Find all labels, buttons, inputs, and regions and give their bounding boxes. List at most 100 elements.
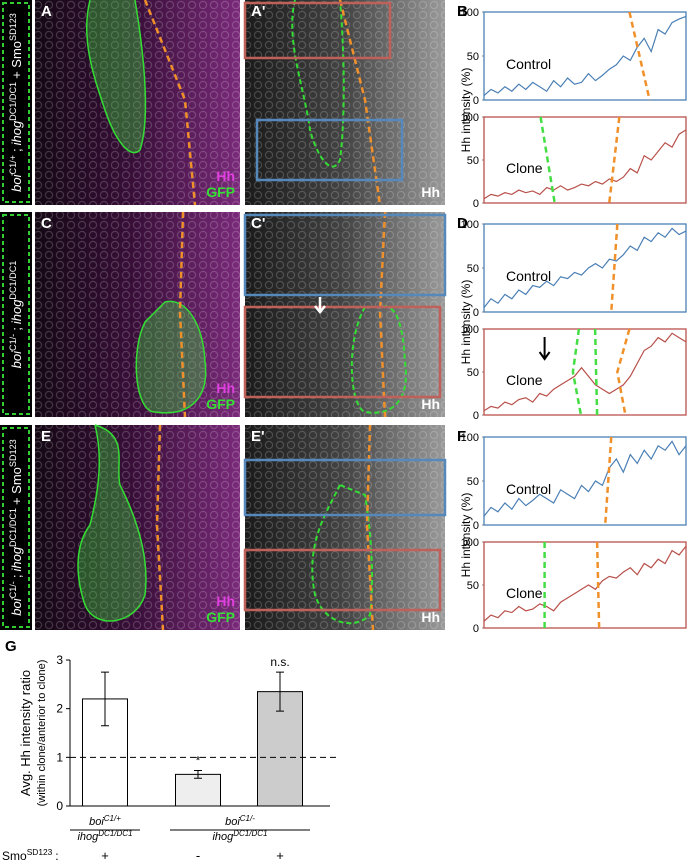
roi-box	[243, 458, 447, 517]
line-series	[483, 129, 687, 200]
y-tick-label: 0	[473, 623, 479, 635]
y-tick-label: 50	[467, 367, 479, 379]
y-tick-label: 0	[473, 520, 479, 532]
y-tick-label: 100	[461, 324, 479, 336]
y-tick-label: 50	[467, 51, 479, 63]
text-span: + Smo	[9, 41, 24, 79]
text-span: ihog	[9, 299, 24, 324]
series-label: Control	[506, 481, 551, 497]
smo-sign: +	[276, 848, 284, 863]
error-bar	[101, 671, 109, 727]
row-label: SmoSD123:	[2, 847, 59, 863]
y-axis-title: Avg. Hh intensity ratio	[18, 670, 33, 796]
boundary	[178, 211, 187, 418]
text-span: ihog	[212, 831, 234, 843]
y-axis-title: Hh intensity (%)	[459, 280, 473, 365]
text-span: + Smo	[9, 467, 24, 505]
y-tick-label: 1	[56, 750, 63, 764]
row-label-box	[2, 427, 30, 628]
series-label: Clone	[506, 372, 543, 388]
text-span: C1/-	[8, 581, 18, 598]
text-span: boi	[9, 597, 24, 615]
boundary	[378, 211, 387, 418]
roi-box	[243, 548, 442, 612]
row-label: boiC1/+; ihogDC1/DC1 + SmoSD123	[8, 13, 24, 192]
smo-sign: +	[101, 848, 109, 863]
row-label-bg	[0, 0, 32, 205]
text-span: SD123	[8, 439, 18, 467]
text-span: DC1/DC1	[8, 508, 18, 547]
text-span: boi	[9, 350, 24, 368]
y-tick-label: 100	[461, 7, 479, 19]
y-tick-label: 100	[461, 537, 479, 549]
text-span: DC1/DC1	[233, 829, 267, 838]
overlay-trace	[593, 328, 599, 416]
text-span: C1/+	[104, 814, 121, 823]
y-tick-label: 0	[473, 307, 479, 319]
clone-outline	[311, 483, 374, 625]
row-label-box	[2, 2, 30, 203]
clone-outline	[350, 305, 407, 414]
genotype: ihogDC1/DC1	[212, 829, 267, 844]
text-span: ihog	[9, 546, 24, 571]
text-span: Smo	[2, 849, 27, 863]
channel-label: Hh	[216, 168, 235, 184]
roi-box	[243, 1, 392, 60]
text-span: SD123	[8, 13, 18, 41]
series-label: Control	[506, 56, 551, 72]
arrow	[314, 297, 326, 314]
y-tick-label: 0	[473, 410, 479, 422]
arrow	[538, 337, 551, 361]
line-series	[483, 227, 687, 308]
clone-outline	[77, 424, 147, 622]
text-span: ihog	[77, 831, 99, 843]
boundary	[143, 0, 197, 206]
y-tick-label: 50	[467, 476, 479, 488]
series-label: Clone	[506, 585, 543, 601]
plot-box	[483, 116, 687, 204]
panel-label: C'	[251, 215, 265, 232]
clone-outline	[135, 300, 207, 414]
panel-label: E'	[251, 428, 265, 445]
text-span: ;	[9, 575, 24, 579]
text-span: C1/+	[8, 155, 18, 174]
line-series	[483, 545, 687, 622]
row-label-box	[2, 214, 30, 415]
text-span: DC1/DC1	[8, 82, 18, 121]
channel-label: Hh	[216, 380, 235, 396]
text-span: :	[55, 849, 58, 863]
roi-box	[243, 305, 442, 399]
cell-texture	[245, 0, 445, 205]
channel-label: GFP	[206, 609, 235, 625]
text-span: ihog	[9, 120, 24, 145]
plot-box	[483, 328, 687, 416]
y-tick-label: 3	[56, 653, 63, 667]
plot-box	[483, 541, 687, 629]
overlay-trace	[628, 11, 651, 101]
row-label-bg	[0, 212, 32, 417]
panel-label: A'	[251, 3, 265, 20]
genotype: ihogDC1/DC1	[77, 829, 132, 844]
series-label: Clone	[506, 160, 543, 176]
roi-box	[255, 118, 404, 182]
text-span: boi	[9, 173, 24, 191]
y-tick-label: 100	[461, 112, 479, 124]
plot-box	[483, 11, 687, 101]
row-label: boiC1/-; ihogDC1/DC1	[8, 261, 24, 369]
panel-label: B	[457, 3, 468, 20]
overlay-trace	[539, 116, 556, 204]
y-tick-label: 0	[56, 799, 63, 813]
panel-label: A	[41, 3, 52, 20]
channel-label: GFP	[206, 396, 235, 412]
panel-label: C	[41, 215, 52, 232]
significance: *	[196, 753, 201, 767]
text-span: ;	[9, 327, 24, 331]
overlay-trace	[603, 436, 613, 526]
overlay-trace	[571, 328, 583, 416]
significance: n.s.	[270, 655, 289, 669]
plot-box	[483, 223, 687, 313]
y-tick-label: 100	[461, 432, 479, 444]
y-tick-label: 2	[56, 702, 63, 716]
y-tick-label: 0	[473, 198, 479, 210]
